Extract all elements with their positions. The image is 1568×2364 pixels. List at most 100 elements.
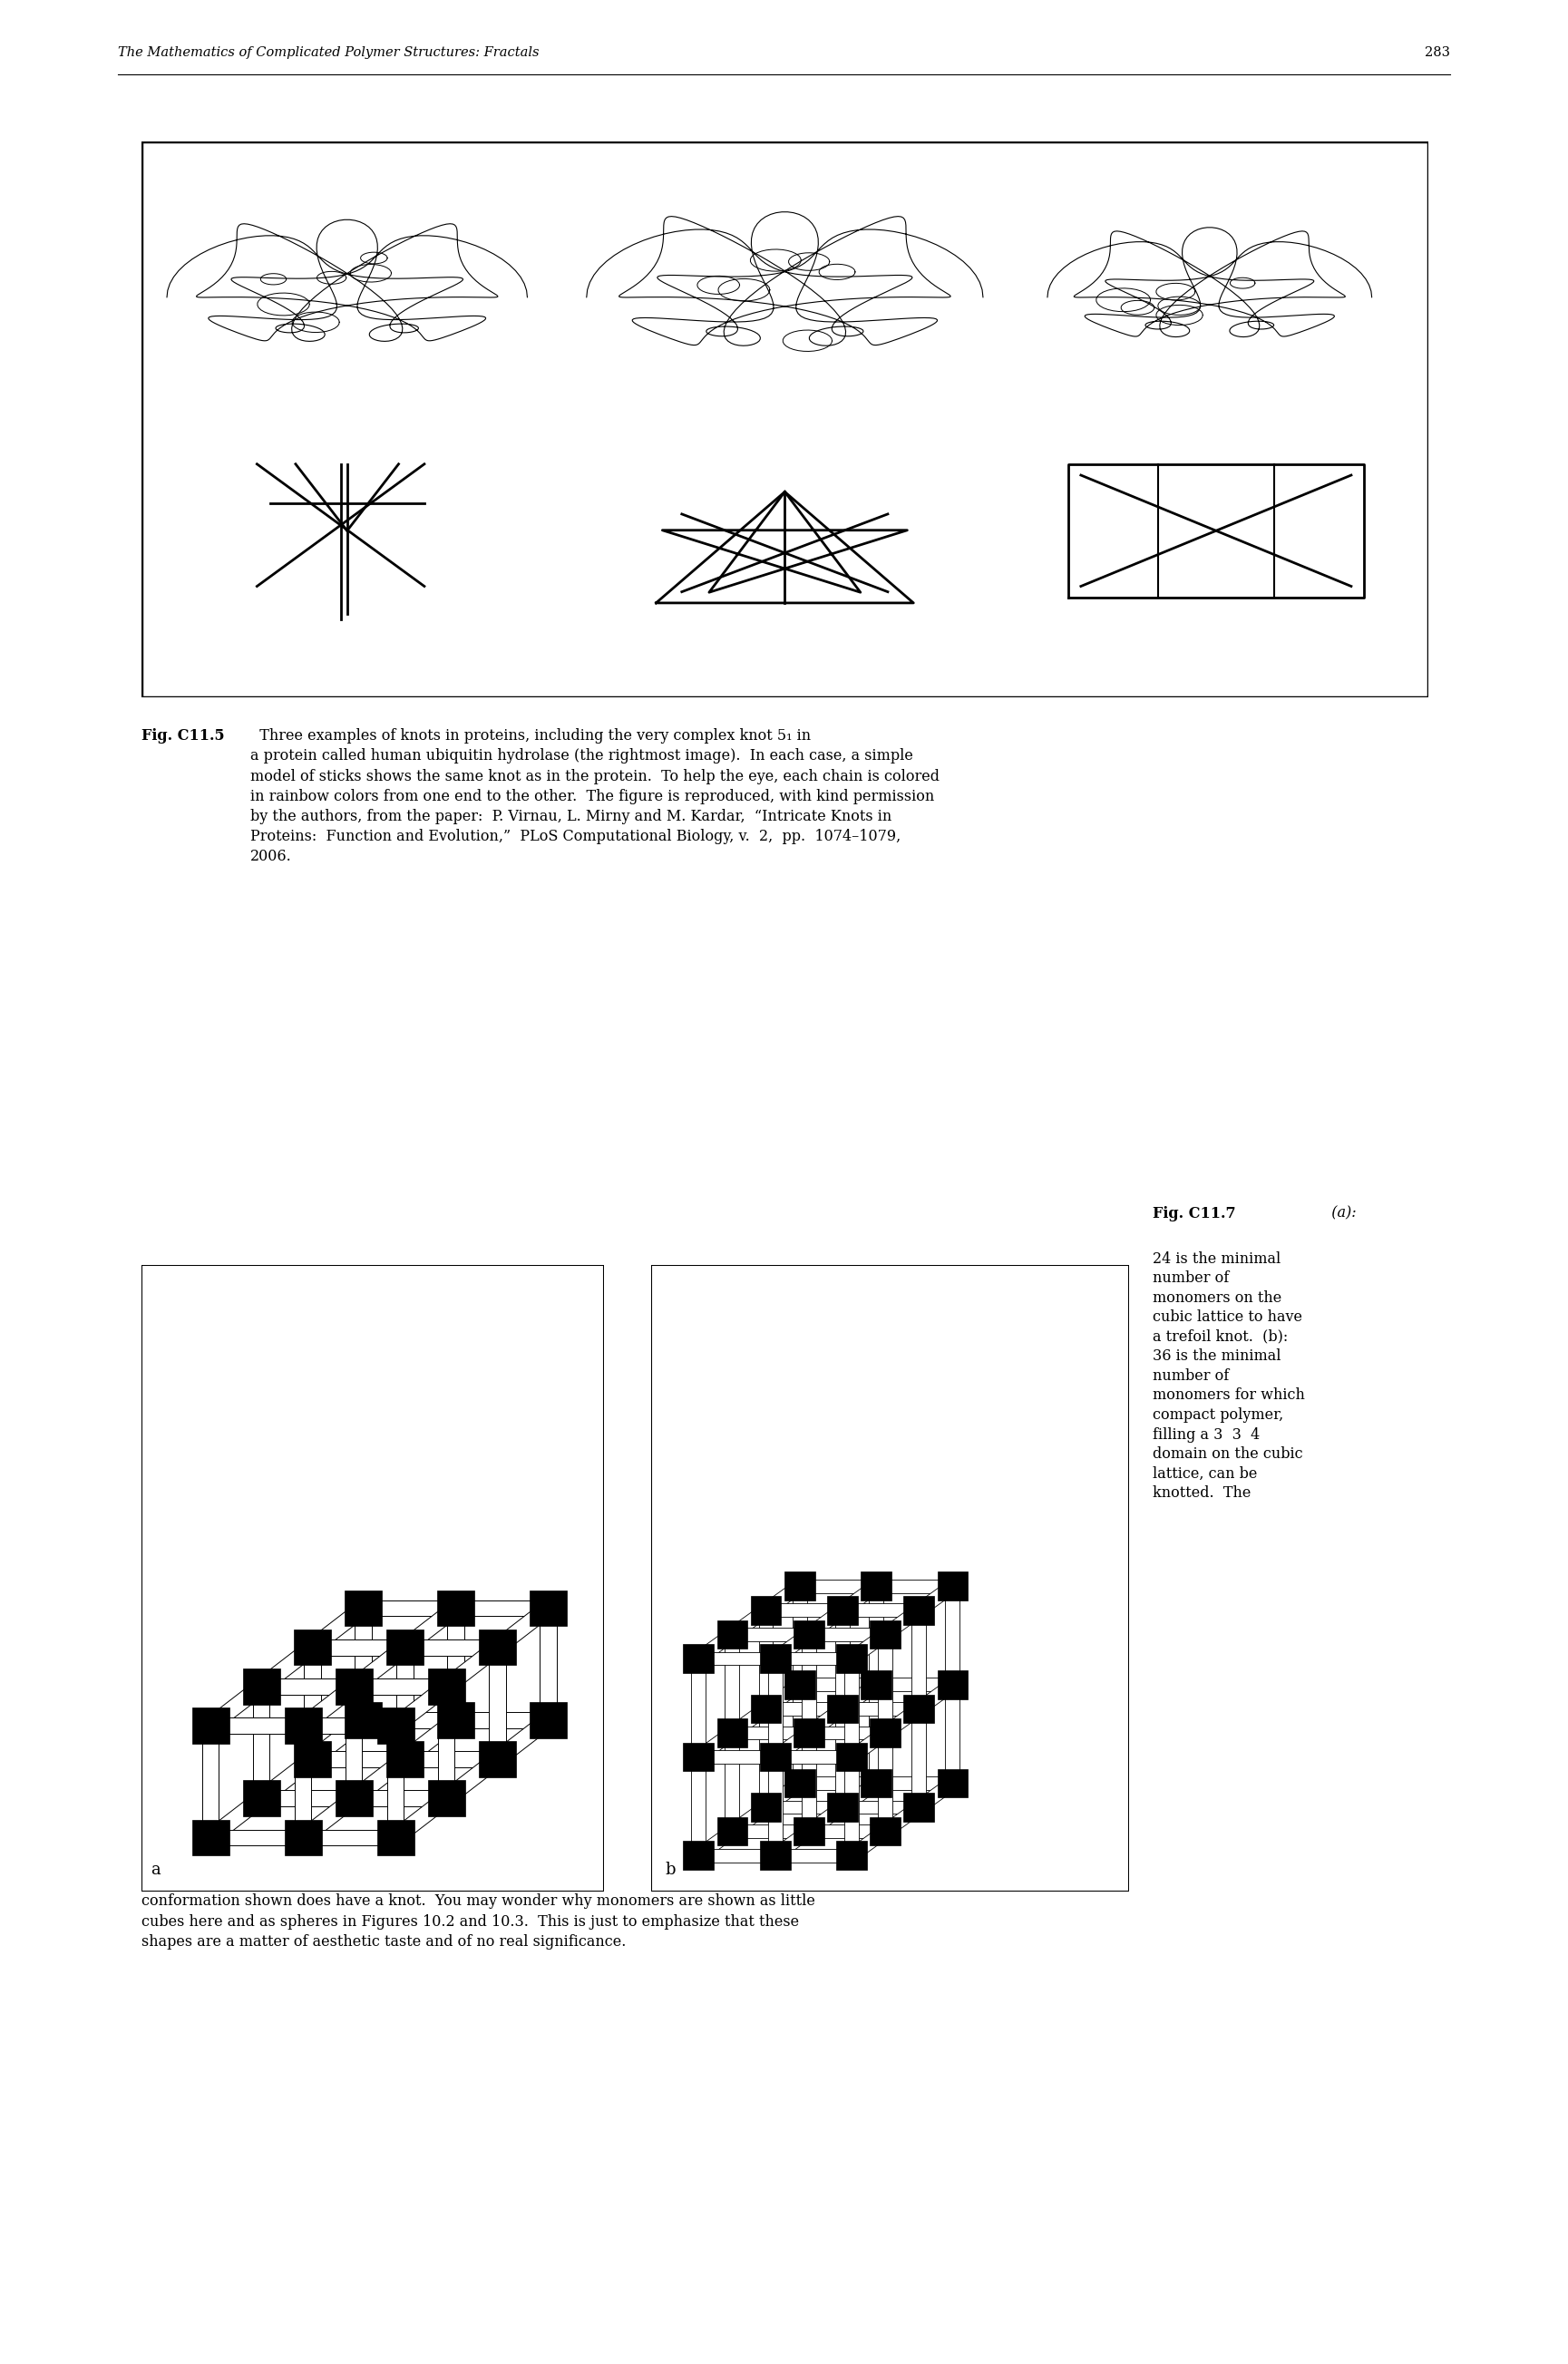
Polygon shape <box>437 1686 455 1799</box>
Polygon shape <box>878 1634 892 1733</box>
Polygon shape <box>837 1678 880 1714</box>
Polygon shape <box>262 1678 354 1695</box>
Polygon shape <box>390 1681 452 1733</box>
Bar <box>751 1596 781 1624</box>
Bar <box>760 1842 790 1870</box>
Polygon shape <box>800 1775 877 1790</box>
Bar <box>870 1719 900 1747</box>
Text: Fig. C11.7: Fig. C11.7 <box>1152 1206 1236 1222</box>
Bar <box>437 1702 474 1738</box>
Polygon shape <box>307 1603 368 1655</box>
Polygon shape <box>847 1629 889 1664</box>
Polygon shape <box>801 1634 815 1733</box>
Polygon shape <box>492 1603 554 1655</box>
Bar <box>826 1695 858 1723</box>
Text: 283: 283 <box>1425 45 1450 59</box>
Bar <box>717 1719 748 1747</box>
Polygon shape <box>768 1756 782 1856</box>
Polygon shape <box>881 1704 924 1738</box>
Polygon shape <box>364 1712 456 1728</box>
Polygon shape <box>256 1641 317 1693</box>
Bar <box>870 1818 900 1846</box>
Bar <box>784 1671 815 1700</box>
Polygon shape <box>869 1686 883 1782</box>
Text: Three examples of knots in proteins, including the very complex knot 5₁ in
a pro: Three examples of knots in proteins, inc… <box>251 728 939 865</box>
Polygon shape <box>911 1610 927 1709</box>
Bar <box>530 1702 566 1738</box>
Bar <box>938 1671 967 1700</box>
Polygon shape <box>792 1686 806 1782</box>
Bar <box>336 1780 372 1816</box>
Bar <box>345 1591 381 1626</box>
Bar <box>717 1619 748 1648</box>
Bar <box>903 1792 935 1823</box>
Polygon shape <box>345 1686 362 1799</box>
Polygon shape <box>489 1648 505 1759</box>
Polygon shape <box>732 1726 809 1740</box>
Bar <box>903 1695 935 1723</box>
Text: 24 is the minimal
number of
monomers on the
cubic lattice to have
a trefoil knot: 24 is the minimal number of monomers on … <box>1152 1251 1305 1501</box>
Bar <box>861 1671 891 1700</box>
Text: a: a <box>151 1860 160 1877</box>
Bar <box>784 1572 815 1600</box>
Polygon shape <box>695 1629 737 1664</box>
Bar <box>938 1768 967 1797</box>
Polygon shape <box>946 1686 960 1782</box>
Polygon shape <box>845 1756 859 1856</box>
Bar <box>530 1591 566 1626</box>
Text: Fig. C11.5: Fig. C11.5 <box>141 728 224 745</box>
Polygon shape <box>405 1638 497 1655</box>
Polygon shape <box>768 1660 782 1756</box>
Polygon shape <box>447 1608 464 1721</box>
Polygon shape <box>202 1726 220 1837</box>
Polygon shape <box>691 1756 706 1856</box>
Bar <box>437 1591 474 1626</box>
Polygon shape <box>946 1586 960 1686</box>
Polygon shape <box>262 1790 354 1806</box>
Polygon shape <box>914 1582 956 1615</box>
Polygon shape <box>298 1681 359 1733</box>
Polygon shape <box>771 1728 814 1761</box>
Polygon shape <box>539 1608 557 1721</box>
Bar <box>191 1707 229 1745</box>
Polygon shape <box>724 1733 740 1832</box>
Bar <box>903 1596 935 1624</box>
Polygon shape <box>792 1586 806 1686</box>
Bar <box>376 1707 414 1745</box>
Polygon shape <box>771 1825 814 1860</box>
Polygon shape <box>698 1849 775 1863</box>
Bar <box>684 1842 713 1870</box>
Polygon shape <box>809 1629 886 1641</box>
FancyBboxPatch shape <box>651 1265 1129 1891</box>
Polygon shape <box>400 1714 461 1766</box>
Polygon shape <box>911 1709 927 1806</box>
Polygon shape <box>695 1825 737 1860</box>
Polygon shape <box>842 1702 919 1716</box>
Polygon shape <box>847 1728 889 1761</box>
Polygon shape <box>881 1605 924 1641</box>
Polygon shape <box>914 1678 956 1714</box>
Polygon shape <box>405 1752 497 1768</box>
Polygon shape <box>252 1686 270 1799</box>
Polygon shape <box>354 1608 372 1721</box>
Polygon shape <box>691 1660 706 1756</box>
Bar <box>793 1719 825 1747</box>
Polygon shape <box>771 1629 814 1664</box>
Polygon shape <box>256 1752 317 1804</box>
Polygon shape <box>804 1801 847 1837</box>
Bar <box>751 1792 781 1823</box>
Text: The Mathematics of Complicated Polymer Structures: Fractals: The Mathematics of Complicated Polymer S… <box>118 45 539 59</box>
Polygon shape <box>364 1600 456 1617</box>
Polygon shape <box>847 1825 889 1860</box>
Polygon shape <box>804 1704 847 1738</box>
Polygon shape <box>312 1752 405 1768</box>
Bar <box>478 1742 516 1778</box>
Polygon shape <box>732 1629 809 1641</box>
Polygon shape <box>400 1603 461 1655</box>
Polygon shape <box>800 1579 877 1593</box>
Polygon shape <box>456 1712 549 1728</box>
Text: conformation shown does have a knot.  You may wonder why monomers are shown as l: conformation shown does have a knot. You… <box>141 1894 815 1950</box>
Bar <box>376 1820 414 1856</box>
Polygon shape <box>354 1678 447 1695</box>
Polygon shape <box>762 1582 804 1615</box>
